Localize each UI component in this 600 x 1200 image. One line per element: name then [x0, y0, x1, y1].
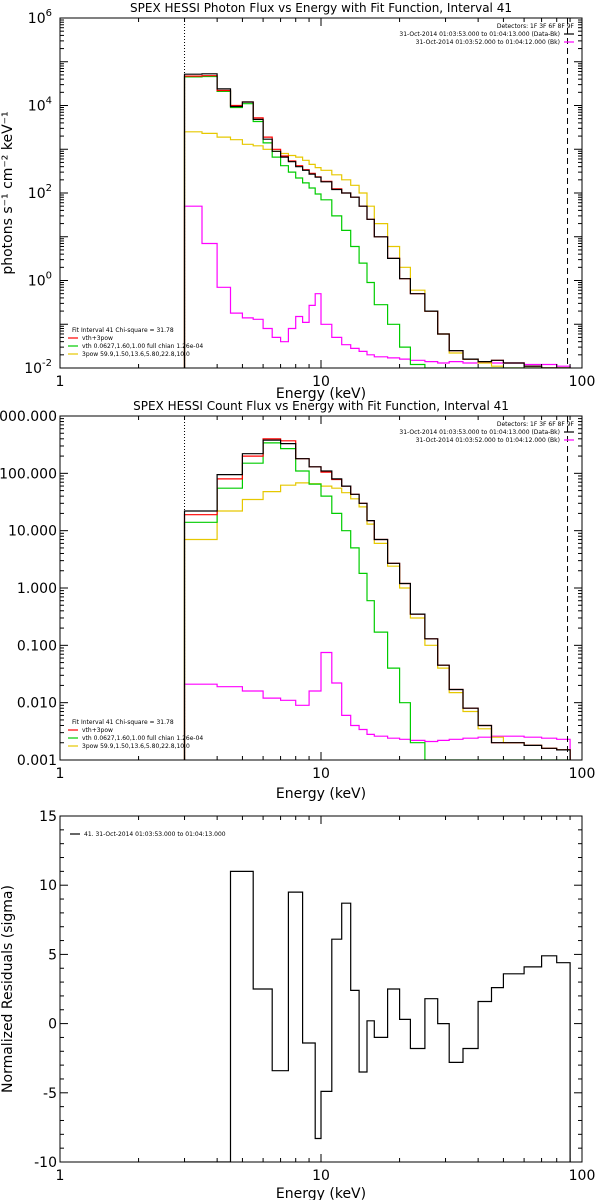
x-axis-label: Energy (keV)	[276, 786, 366, 802]
y-tick-label: 0	[48, 1017, 57, 1033]
residuals-panel: 1 10 100 -10 -5 0 5 10 15 Energy (keV) Normalized …	[0, 809, 595, 1200]
legend-entry: 31-Oct-2014 01:03:53.000 to 01:04:13.000…	[399, 429, 560, 436]
x-tick-label: 100	[569, 1168, 596, 1184]
legend-header: Detectors: 1F 3F 6F 8F 9F	[497, 421, 575, 428]
y-axis-label: Normalized Residuals (sigma)	[0, 885, 16, 1093]
y-tick-label: 0.010	[17, 696, 57, 712]
series-group	[183, 73, 571, 368]
y-tick-label: -10	[34, 1155, 57, 1171]
y-tick-exponent: 2	[46, 183, 52, 194]
x-tick-label: 10	[312, 766, 330, 782]
3pow-series	[183, 482, 571, 760]
legend-entry: 31-Oct-2014 01:03:52.000 to 01:04:12.000…	[416, 437, 560, 444]
legend-entry: vth+3pow	[82, 335, 113, 342]
count-flux-panel: SPEX HESSI Count Flux vs Energy with Fit…	[0, 399, 595, 802]
data-bk-series	[183, 73, 571, 368]
legend-entry: vth+3pow	[82, 727, 113, 734]
legend-header: Detectors: 1F 3F 6F 8F 9F	[497, 23, 575, 30]
3pow-series	[183, 131, 571, 368]
chart-title: SPEX HESSI Count Flux vs Energy with Fit…	[133, 399, 509, 413]
y-tick-base: 10	[28, 186, 46, 202]
x-tick-label: 1	[56, 374, 65, 390]
legend-bottom-left: Fit Interval 41 Chi-square = 31.78vth+3p…	[68, 719, 203, 750]
y-tick-exponent: 0	[46, 271, 52, 282]
x-tick-label: 1	[56, 766, 65, 782]
x-tick-label: 10	[312, 374, 330, 390]
y-tick-label: 10-2	[24, 358, 52, 377]
legend-top-left: 41. 31-Oct-2014 01:03:53.000 to 01:04:13…	[70, 831, 226, 838]
y-tick-label: 10	[39, 878, 57, 894]
x-tick-label: 10	[312, 1168, 330, 1184]
y-tick-label: 100	[28, 271, 52, 290]
legend-entry: 41. 31-Oct-2014 01:03:53.000 to 01:04:13…	[84, 831, 226, 838]
y-tick-label: 0.001	[17, 753, 57, 769]
x-tick-label: 100	[569, 766, 596, 782]
legend-entry: vth 0.0627,1.60,1.00 full chian 1.26e-04	[82, 735, 203, 742]
y-tick-exponent: 4	[46, 96, 52, 107]
x-axis-label: Energy (keV)	[276, 1186, 366, 1200]
vth-series	[183, 442, 571, 760]
x-tick-label: 100	[569, 374, 596, 390]
vth-3pow-series	[183, 75, 571, 368]
legend-bottom-left: Fit Interval 41 Chi-square = 31.78vth+3p…	[68, 327, 203, 358]
y-tick-label: 106	[28, 8, 52, 27]
bk-series	[183, 205, 571, 368]
y-tick-label: 5	[48, 947, 57, 963]
data-bk-series	[183, 439, 571, 760]
x-tick-label: 1	[56, 1168, 65, 1184]
residuals-series	[184, 870, 571, 1162]
y-tick-label: -5	[43, 1086, 57, 1102]
legend-header: Fit Interval 41 Chi-square = 31.78	[72, 327, 174, 334]
y-tick-label: 0.100	[17, 638, 57, 654]
series-group	[183, 438, 571, 760]
y-tick-label: 15	[39, 809, 57, 825]
legend-header: Fit Interval 41 Chi-square = 31.78	[72, 719, 174, 726]
y-tick-label: 1.000	[17, 581, 57, 597]
bk-series	[183, 651, 571, 760]
chart-title: SPEX HESSI Photon Flux vs Energy with Fi…	[130, 1, 512, 15]
y-axis-label: photons s⁻¹ cm⁻² keV⁻¹	[0, 111, 16, 274]
y-tick-label: 104	[28, 96, 52, 115]
y-tick-label: 100.000	[0, 466, 57, 482]
legend-entry: 3pow 59.9,1.50,13.6,5.80,22.8,10.0	[82, 351, 190, 358]
series-group	[184, 870, 571, 1162]
y-tick-exponent: 6	[46, 8, 52, 19]
vth-series	[183, 75, 571, 368]
y-tick-base: 10	[28, 274, 46, 290]
legend-entry: 31-Oct-2014 01:03:53.000 to 01:04:13.000…	[399, 31, 560, 38]
y-tick-base: 10	[24, 361, 42, 377]
y-tick-exponent: -2	[42, 358, 52, 369]
legend-entry: 3pow 59.9,1.50,13.6,5.80,22.8,10.0	[82, 743, 190, 750]
y-tick-label: 10.000	[8, 524, 57, 540]
x-axis-label: Energy (keV)	[276, 386, 366, 402]
y-tick-base: 10	[28, 11, 46, 27]
legend-entry: 31-Oct-2014 01:03:52.000 to 01:04:12.000…	[416, 39, 560, 46]
y-tick-base: 10	[28, 99, 46, 115]
legend-entry: vth 0.0627,1.60,1.00 full chian 1.26e-04	[82, 343, 203, 350]
photon-flux-panel: SPEX HESSI Photon Flux vs Energy with Fi…	[0, 1, 595, 402]
y-tick-label: 102	[28, 183, 52, 202]
